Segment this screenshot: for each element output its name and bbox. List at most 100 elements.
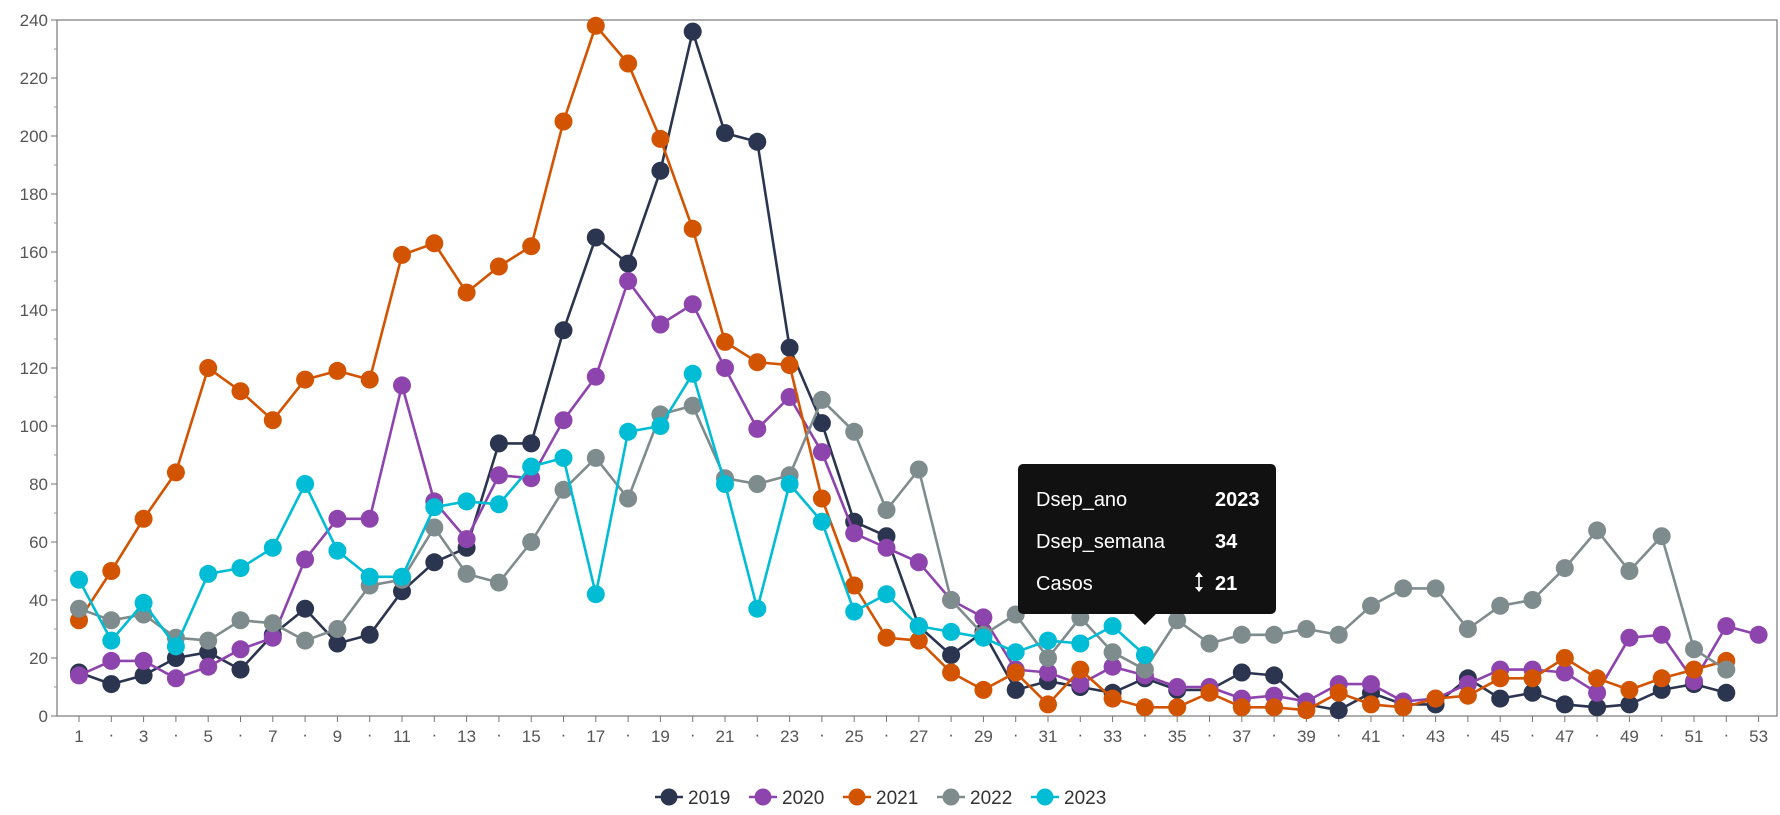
data-point-2022-w50 [1652,527,1671,546]
y-tick-label: 40 [29,591,48,610]
data-point-2022-w15 [522,533,541,551]
data-point-2020-w53 [1749,625,1768,644]
data-point-2020-w11 [393,376,411,395]
x-minor-tick-label: · [1465,725,1471,744]
data-point-2023-w13 [457,492,476,511]
data-point-2020-w5 [199,657,218,676]
data-point-2019-w10 [360,625,379,644]
legend-swatch-dot [848,788,866,806]
data-point-2022-w35 [1168,611,1187,630]
x-tick-label: 41 [1362,727,1381,746]
data-point-2023-w4 [166,637,185,656]
data-point-2020-w6 [231,640,250,659]
x-tick-label: 23 [780,727,799,746]
data-point-2023-w22 [748,599,767,618]
legend-swatch-dot [754,788,772,806]
data-point-2020-w49 [1620,628,1639,647]
data-point-2020-w41 [1362,675,1380,694]
series-layer [70,16,1768,720]
x-tick-label: 21 [716,727,735,746]
data-point-2019-w18 [619,254,638,273]
y-tick-label: 240 [20,11,48,30]
series-line-2022 [78,398,1727,671]
x-tick-label: 33 [1103,727,1122,746]
legend-swatch-dot [942,788,960,806]
data-point-2021-w18 [619,54,638,73]
data-point-2019-w24 [812,414,831,433]
data-point-2020-w4 [166,669,185,688]
y-tick-label: 160 [20,243,48,262]
data-point-2021-w11 [393,245,411,264]
x-tick-label: 31 [1039,727,1058,746]
tooltip-value: 21 [1215,573,1237,595]
x-minor-tick-label: · [302,725,308,744]
data-point-2019-w15 [522,434,541,453]
data-point-2020-w18 [619,272,638,290]
data-point-2020-w48 [1588,683,1607,702]
data-point-2023-w1 [70,570,88,589]
legend-item-2022: 2022 [937,788,1012,809]
data-point-2019-w16 [554,321,573,340]
data-point-2021-w41 [1362,695,1380,714]
legend-item-2020: 2020 [749,788,824,809]
data-point-2019-w9 [328,634,347,653]
x-tick-label: 53 [1749,727,1768,746]
data-point-2021-w17 [586,16,605,35]
data-point-2020-w50 [1652,625,1671,644]
data-point-2021-w46 [1523,669,1542,688]
x-minor-tick-label: · [496,725,502,744]
data-point-2023-w18 [619,422,638,441]
data-point-2023-w24 [812,512,831,531]
data-point-2021-w14 [489,257,508,276]
data-point-2022-w39 [1297,620,1316,638]
data-point-2023-w20 [683,364,702,383]
data-point-2021-w45 [1491,669,1510,688]
data-point-2023-w19 [651,417,670,435]
data-point-2022-w41 [1362,596,1380,615]
x-minor-tick-label: · [1077,725,1083,744]
data-point-2021-w49 [1620,680,1639,699]
data-point-2021-w3 [134,509,153,528]
data-point-2021-w31 [1039,695,1057,714]
chart-legend: 2019 2020 2021 2022 2023 [655,788,1106,809]
data-point-2021-w44 [1458,686,1477,705]
x-minor-tick-label: · [431,725,437,744]
x-tick-label: 43 [1426,727,1445,746]
data-point-2021-w13 [457,283,476,302]
y-tick-label: 140 [20,301,48,320]
data-point-2022-w33 [1103,643,1122,662]
data-point-2022-w26 [877,501,896,520]
data-point-2020-w20 [683,295,702,314]
data-point-2021-w43 [1426,689,1445,708]
icon-arrow-down [1195,587,1203,592]
data-point-2023-w21 [716,475,734,493]
x-tick-label: 19 [651,727,670,746]
data-point-2020-w8 [296,550,315,569]
data-point-2020-w29 [974,608,993,627]
data-point-2019-w21 [716,124,734,143]
data-point-2023-w33 [1103,617,1122,636]
data-point-2021-w50 [1652,669,1671,688]
data-point-2023-w3 [134,593,153,612]
x-tick-label: 35 [1168,727,1187,746]
data-point-2021-w23 [780,356,799,375]
data-point-2021-w16 [554,112,573,131]
data-point-2023-w12 [425,498,444,517]
x-tick-label: 15 [522,727,541,746]
data-point-2022-w27 [909,460,928,479]
data-point-2022-w31 [1039,649,1057,667]
data-point-2021-w4 [166,463,185,482]
data-point-2019-w8 [296,599,315,618]
x-tick-label: 13 [457,727,476,746]
data-point-2020-w35 [1168,678,1187,696]
data-point-2023-w15 [522,457,541,476]
data-point-2021-w34 [1135,698,1154,717]
y-tick-label: 120 [20,359,48,378]
data-point-2021-w29 [974,680,993,699]
data-point-2020-w13 [457,530,476,549]
data-point-2019-w28 [942,646,961,665]
data-point-2022-w18 [619,489,638,508]
y-tick-label: 100 [20,417,48,436]
data-point-2023-w5 [199,564,218,583]
data-point-2019-w22 [748,132,767,151]
